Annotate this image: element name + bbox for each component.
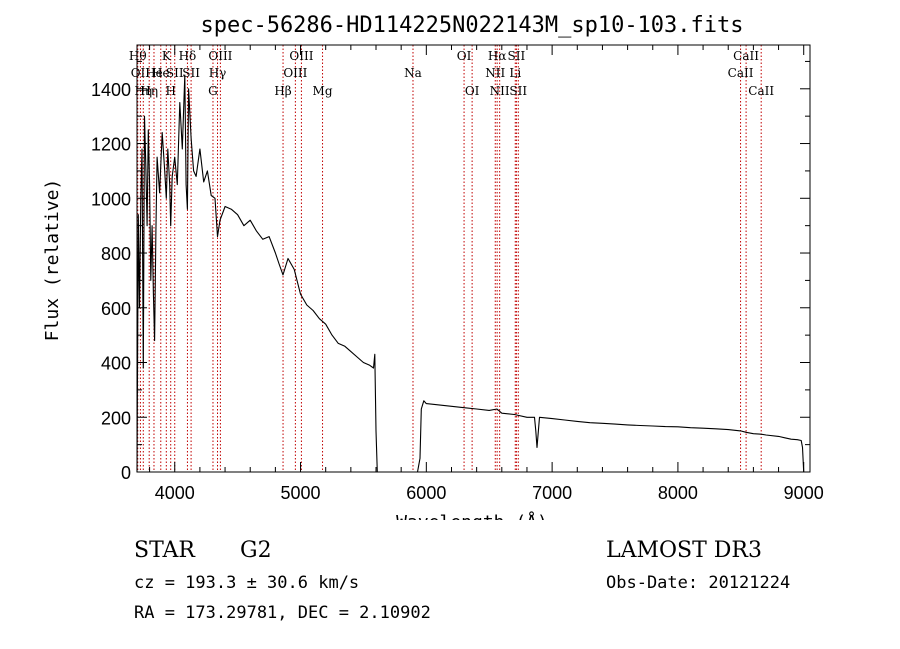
spectral-line-label: CaII [728,66,754,80]
x-tick-label: 8000 [658,483,698,503]
spectral-line-label: NII [485,66,505,80]
spectral-line-label: OIII [208,49,232,63]
y-tick-label: 800 [101,244,131,264]
object-subclass: G2 [240,538,272,563]
plot-frame [136,44,811,473]
y-tick-label: 0 [121,463,131,483]
spectral-line-label: OI [465,84,480,98]
x-tick-label: 4000 [155,483,195,503]
spectral-line-label: SII [508,49,526,63]
spectral-line-label: Hβ [274,84,291,98]
y-tick-label: 400 [101,354,131,374]
x-axis-label: Wavelength (Å) [396,511,548,520]
redshift-value: cz = 193.3 ± 30.6 km/s [134,573,360,593]
x-tick-label: 9000 [784,483,824,503]
y-tick-label: 200 [101,408,131,428]
spectral-line-label: OII [131,66,151,80]
spectral-line-label: Hδ [179,49,197,63]
object-class: STAR [134,538,195,563]
x-tick-label: 5000 [281,483,321,503]
spectral-line-label: Hθ [129,49,147,63]
plot-area: 4000 5000 6000 7000 8000 9000 0 200 400 600 800 100… [91,44,824,503]
y-tick-label: 1000 [91,189,131,209]
spectral-line-label: CaII [733,49,759,63]
spectrum-trace [136,74,805,473]
y-tick-label: 1400 [91,80,131,100]
spectral-line-label: G [208,84,218,98]
spectral-line-label: Hγ [209,66,227,80]
spectral-line-label: Na [404,66,422,80]
survey-release: LAMOST DR3 [606,538,762,563]
spectral-line-label: K [162,49,172,63]
spectral-line-label: Mg [313,84,333,98]
spectral-line-label: Li [509,66,521,80]
spectral-line-label: CaII [748,84,774,98]
spectral-line-label: NII [490,84,510,98]
spectral-line-label: He [145,66,163,80]
spectral-line-label: H [165,84,175,98]
observation-date: Obs-Date: 20121224 [606,573,791,593]
chart-title: spec-56286-HD114225N022143M_sp10-103.fit… [200,13,743,38]
x-tick-label: 7000 [532,483,572,503]
spectral-line-label: He [152,66,170,80]
spectral-line-label: Hη [134,84,152,98]
spectrum-chart: spec-56286-HD114225N022143M_sp10-103.fit… [42,13,824,520]
spectral-line-label: OIII [289,49,313,63]
spectral-line-label: OI [457,49,472,63]
spectral-line-label: OIII [283,66,307,80]
coordinates: RA = 173.29781, DEC = 2.10902 [134,603,431,623]
y-axis-label: Flux (relative) [42,179,63,342]
spectral-line-label: SII [166,66,184,80]
x-tick-label: 6000 [406,483,446,503]
spectral-line-label: SII [182,66,200,80]
spectral-line-label: Hα [488,49,507,63]
y-tick-label: 1200 [91,135,131,155]
spectral-line-label: Hη [140,84,158,98]
spectral-line-label: SII [509,84,527,98]
y-tick-label: 600 [101,299,131,319]
